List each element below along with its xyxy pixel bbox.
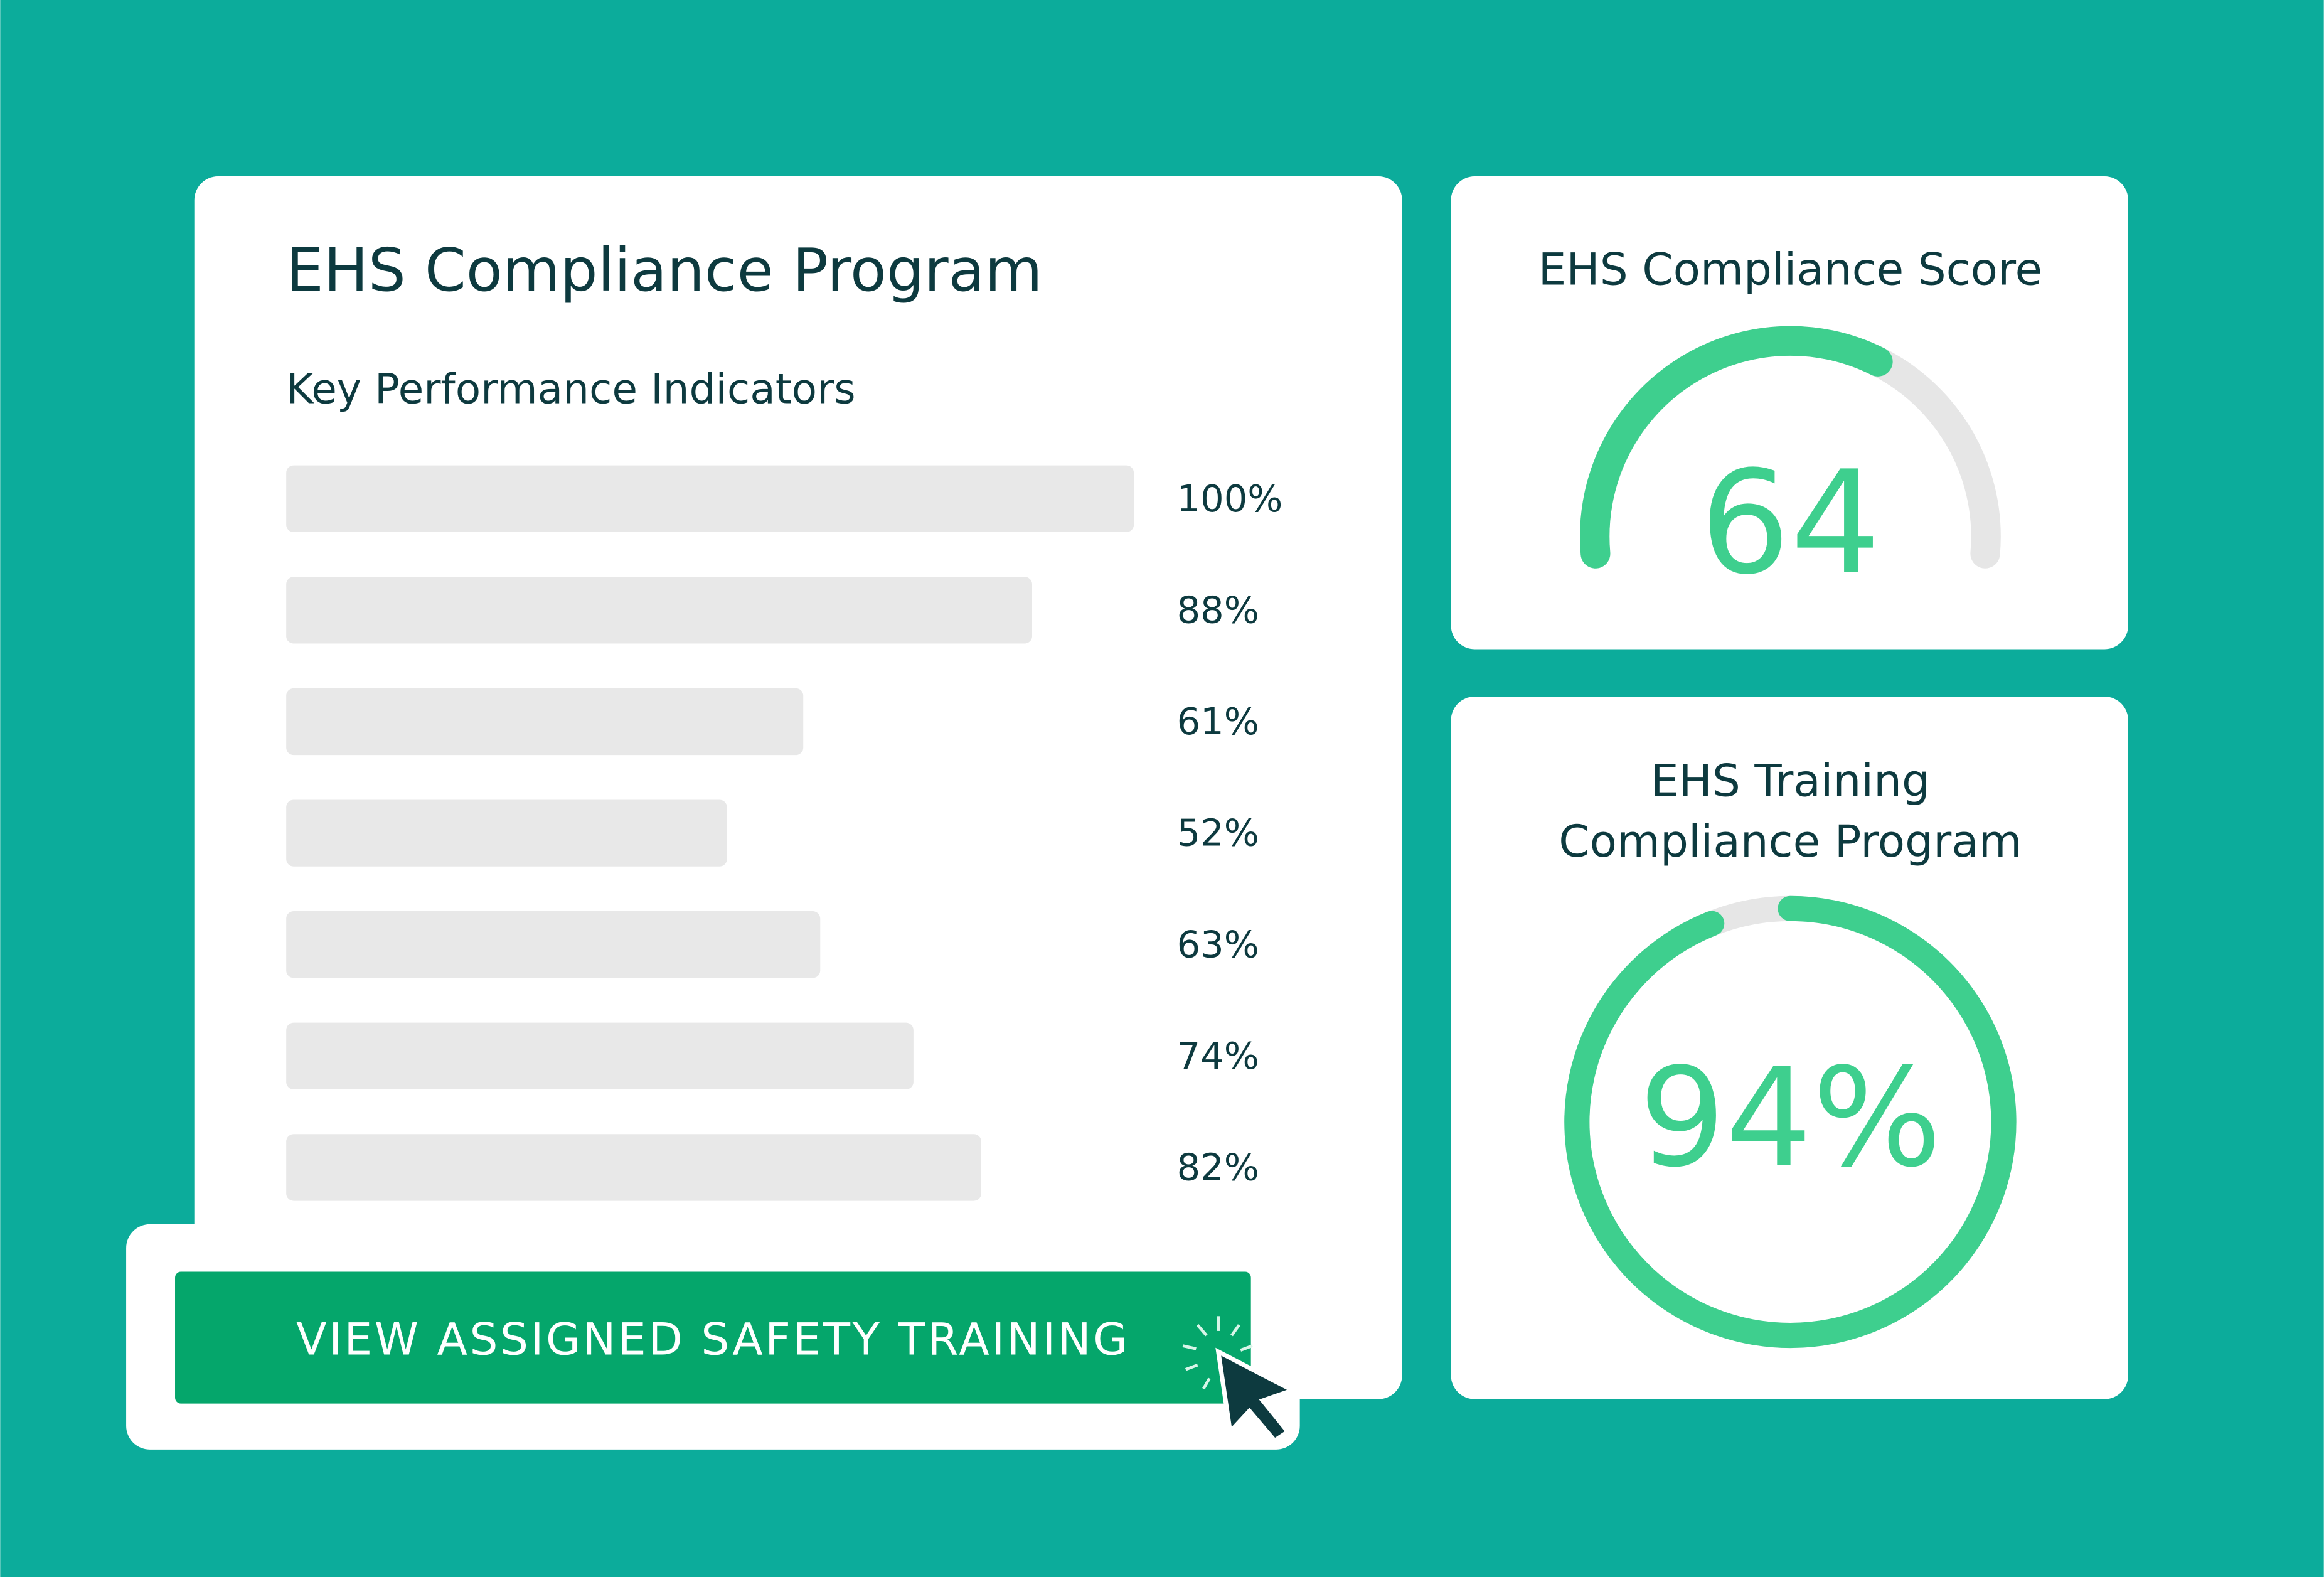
button[interactable] (175, 1271, 1251, 1404)
kpi-bar (286, 1134, 981, 1201)
kpi-title: EHS Compliance Program (286, 236, 1042, 305)
kpi-value-label: 74% (1177, 1034, 1259, 1077)
gauge-fill (1580, 326, 1893, 569)
kpi-card (194, 176, 1402, 1399)
kpi-bar (286, 577, 1033, 644)
training-title: EHS Training (1651, 754, 1930, 806)
kpi-value-label: 61% (1177, 700, 1259, 743)
ring-fill (1564, 895, 2017, 1349)
training-title: Compliance Program (1559, 815, 2022, 867)
cursor (1215, 1347, 1298, 1444)
training-card (1451, 697, 2128, 1399)
kpi-bar (286, 465, 1134, 532)
training-value: 94% (1639, 1039, 1942, 1197)
kpi-subtitle: Key Performance Indicators (286, 365, 856, 413)
kpi-value-label: 100% (1177, 477, 1283, 520)
score-title: EHS Compliance Score (1538, 243, 2042, 295)
kpi-bar (286, 799, 727, 867)
kpi-value-label: 52% (1177, 811, 1259, 855)
kpi-bar (286, 911, 821, 978)
score-card (1451, 176, 2128, 650)
kpi-bar (286, 1022, 914, 1089)
click-sparkle (1182, 1316, 1253, 1390)
kpi-bar (286, 688, 804, 756)
score-value: 64 (1700, 441, 1880, 606)
button-label[interactable]: VIEW ASSIGNED SAFETY TRAINING (296, 1313, 1130, 1366)
kpi-value-label: 63% (1177, 922, 1259, 966)
kpi-value-label: 88% (1177, 588, 1259, 631)
kpi-value-label: 82% (1177, 1145, 1259, 1189)
